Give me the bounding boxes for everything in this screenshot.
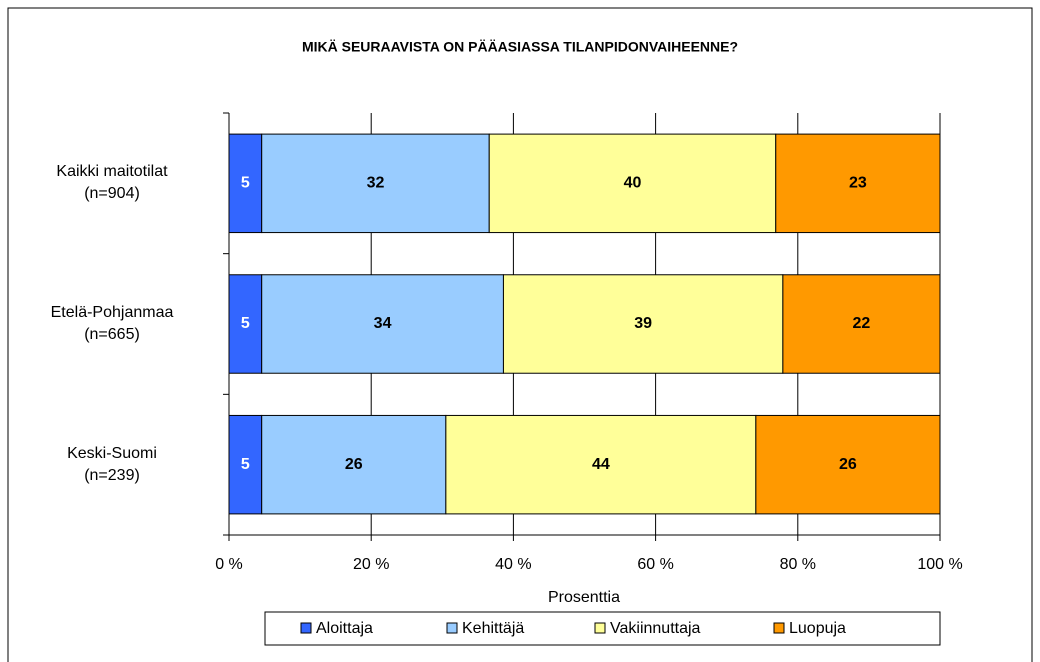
legend-label: Luopuja: [789, 620, 846, 637]
legend-swatch: [594, 622, 606, 634]
legend-label: Kehittäjä: [462, 620, 524, 637]
x-tick-label: 60 %: [637, 556, 673, 573]
bar-segment: [261, 414, 447, 515]
legend-label: Vakiinnuttaja: [610, 620, 701, 637]
data-label: 5: [241, 315, 250, 332]
data-label: 23: [849, 175, 867, 192]
data-label: 32: [367, 175, 385, 192]
y-tick-label: Keski-Suomi (n=239): [67, 444, 157, 484]
x-tick-label: 80 %: [780, 556, 816, 573]
bar-segment: [445, 414, 757, 515]
bar-segment: [261, 133, 490, 234]
data-label: 26: [345, 456, 363, 473]
bar-segment: [775, 133, 941, 234]
y-tick-label: Etelä-Pohjanmaa (n=665): [50, 304, 174, 343]
data-label: 5: [241, 456, 250, 473]
legend-swatch: [300, 622, 312, 634]
legend-swatch: [773, 622, 785, 634]
bar-segment: [228, 133, 263, 234]
x-tick-label: 20 %: [353, 556, 389, 573]
y-tick-label: Kaikki maitotilat (n=904): [56, 163, 168, 203]
bar-segment: [502, 274, 784, 374]
bar-segment: [261, 274, 504, 374]
x-tick-label: 100 %: [917, 556, 962, 573]
data-label: 40: [624, 175, 642, 192]
x-tick-label: 40 %: [495, 556, 531, 573]
bar-segment: [488, 133, 777, 234]
data-label: 39: [634, 315, 652, 332]
bar-segment: [782, 274, 941, 374]
data-label: 26: [839, 456, 857, 473]
bar-segment: [228, 414, 263, 515]
data-label: 22: [853, 315, 871, 332]
legend-label: Aloittaja: [316, 620, 373, 637]
data-label: 5: [241, 175, 250, 192]
x-axis-label: Prosenttia: [548, 589, 620, 606]
chart-title: MIKÄ SEURAAVISTA ON PÄÄASIASSA TILANPIDO…: [302, 39, 738, 55]
bar-segment: [228, 274, 263, 374]
data-label: 44: [592, 456, 610, 473]
data-label: 34: [374, 315, 392, 332]
bar-segment: [755, 414, 941, 515]
legend-swatch: [446, 622, 458, 634]
x-tick-label: 0 %: [215, 556, 243, 573]
